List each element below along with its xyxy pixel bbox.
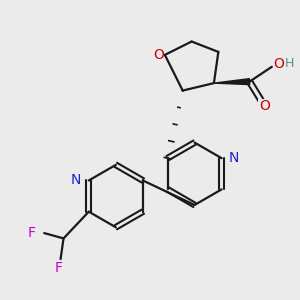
Text: N: N (71, 173, 81, 187)
Text: H: H (285, 57, 295, 70)
Text: N: N (228, 151, 238, 165)
Text: F: F (28, 226, 36, 240)
Text: O: O (273, 57, 284, 71)
Text: O: O (259, 99, 270, 113)
Text: F: F (55, 261, 63, 274)
Text: O: O (153, 48, 164, 62)
Polygon shape (214, 79, 250, 85)
